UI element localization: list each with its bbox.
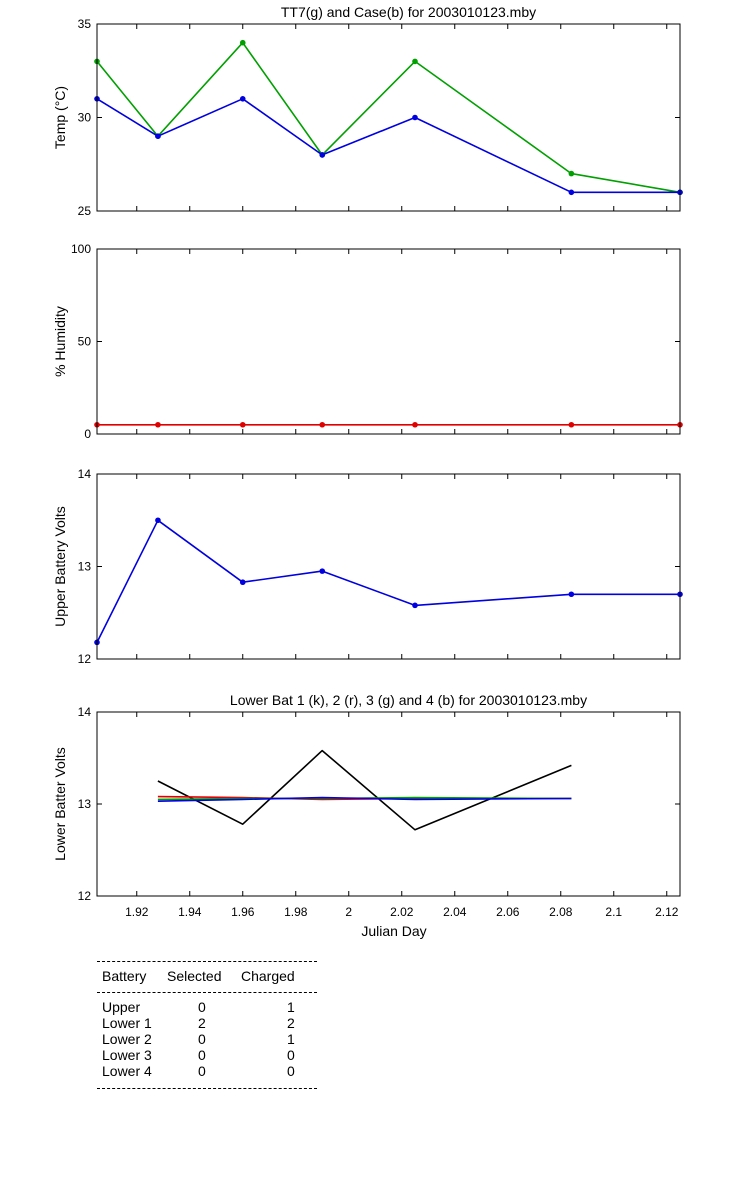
data-point bbox=[568, 421, 575, 428]
x-tick-label: 2.08 bbox=[549, 905, 573, 919]
series-line bbox=[157, 796, 572, 802]
x-tick-label: 2.06 bbox=[496, 905, 520, 919]
data-point bbox=[319, 152, 326, 158]
plot-frame bbox=[96, 248, 681, 435]
table-header-rule bbox=[97, 992, 317, 993]
y-tick-label: 12 bbox=[78, 652, 92, 666]
data-point bbox=[239, 421, 246, 428]
table-row: Lower 2 0 1 bbox=[97, 1031, 317, 1047]
data-point bbox=[319, 421, 326, 428]
data-point bbox=[155, 517, 161, 524]
table-bottom-rule bbox=[97, 1088, 317, 1089]
y-axis-label: % Humidity bbox=[52, 306, 68, 377]
data-point bbox=[155, 133, 161, 139]
y-tick-label: 50 bbox=[78, 335, 92, 349]
table-row: Lower 3 0 0 bbox=[97, 1047, 317, 1063]
data-point bbox=[319, 568, 326, 574]
row-selected: 0 bbox=[198, 1047, 206, 1063]
x-tick-label: 2.12 bbox=[655, 905, 679, 919]
y-tick-label: 30 bbox=[78, 111, 92, 125]
data-point bbox=[239, 96, 246, 102]
series-line bbox=[96, 41, 681, 194]
y-tick-label: 13 bbox=[78, 797, 92, 811]
data-point bbox=[412, 602, 418, 609]
row-battery: Lower 4 bbox=[102, 1063, 152, 1079]
x-tick-label: 2 bbox=[345, 905, 352, 919]
data-point bbox=[568, 170, 575, 177]
y-tick-label: 14 bbox=[78, 705, 92, 719]
header-selected: Selected bbox=[167, 968, 222, 984]
y-axis-label: Lower Batter Volts bbox=[52, 747, 68, 861]
y-tick-label: 0 bbox=[84, 427, 91, 441]
data-point bbox=[412, 114, 418, 121]
header-charged: Charged bbox=[241, 968, 295, 984]
row-charged: 0 bbox=[287, 1063, 295, 1079]
data-point bbox=[155, 421, 161, 428]
table-row: Lower 4 0 0 bbox=[97, 1063, 317, 1079]
series-line bbox=[96, 519, 680, 643]
y-tick-label: 100 bbox=[71, 242, 91, 256]
header-battery: Battery bbox=[102, 968, 147, 984]
table-row: Lower 1 2 2 bbox=[97, 1015, 317, 1031]
row-charged: 0 bbox=[287, 1047, 295, 1063]
plot-frame bbox=[96, 473, 681, 660]
series-line bbox=[157, 796, 572, 801]
row-battery: Lower 3 bbox=[102, 1047, 152, 1063]
data-point bbox=[412, 421, 418, 428]
row-charged: 1 bbox=[287, 999, 295, 1015]
row-charged: 1 bbox=[287, 1031, 295, 1047]
table-row: Upper 0 1 bbox=[97, 999, 317, 1015]
row-battery: Lower 2 bbox=[102, 1031, 152, 1047]
row-battery: Upper bbox=[102, 999, 141, 1015]
y-tick-label: 13 bbox=[78, 560, 92, 574]
table-header-row: Battery Selected Charged bbox=[97, 968, 317, 984]
data-point bbox=[568, 189, 575, 196]
x-tick-label: 2.02 bbox=[390, 905, 414, 919]
row-selected: 0 bbox=[198, 1063, 206, 1079]
row-charged: 2 bbox=[287, 1015, 295, 1031]
series-line bbox=[157, 749, 572, 831]
y-tick-label: 14 bbox=[78, 467, 92, 481]
table-top-rule bbox=[97, 961, 317, 962]
row-selected: 2 bbox=[198, 1015, 206, 1031]
x-tick-label: 2.04 bbox=[443, 905, 467, 919]
plot-frame bbox=[96, 23, 681, 212]
x-axis-label: Julian Day bbox=[361, 923, 426, 939]
battery-table: Battery Selected Charged Upper 0 1 Lower… bbox=[97, 961, 317, 1089]
figure: TT7(g) and Case(b) for 2003010123.mby Tem… bbox=[52, 4, 683, 939]
y-tick-label: 35 bbox=[78, 17, 92, 31]
series-line bbox=[96, 98, 680, 194]
y-axis-label: Temp (°C) bbox=[52, 86, 68, 149]
data-point bbox=[568, 591, 575, 598]
data-point bbox=[412, 58, 418, 65]
chart-title: Lower Bat 1 (k), 2 (r), 3 (g) and 4 (b) … bbox=[230, 692, 587, 708]
row-selected: 0 bbox=[198, 1031, 206, 1047]
row-selected: 0 bbox=[198, 999, 206, 1015]
x-tick-label: 1.98 bbox=[284, 905, 308, 919]
x-tick-label: 1.94 bbox=[178, 905, 202, 919]
x-tick-label: 1.96 bbox=[231, 905, 255, 919]
y-tick-label: 25 bbox=[78, 204, 92, 218]
chart-title: TT7(g) and Case(b) for 2003010123.mby bbox=[281, 4, 536, 20]
y-tick-label: 12 bbox=[78, 889, 92, 903]
y-axis-label: Upper Battery Volts bbox=[52, 506, 68, 627]
x-tick-label: 2.1 bbox=[605, 905, 622, 919]
x-tick-label: 1.92 bbox=[125, 905, 149, 919]
row-battery: Lower 1 bbox=[102, 1015, 152, 1031]
plot-frame bbox=[96, 711, 681, 897]
data-point bbox=[239, 39, 246, 46]
data-point bbox=[239, 579, 246, 586]
